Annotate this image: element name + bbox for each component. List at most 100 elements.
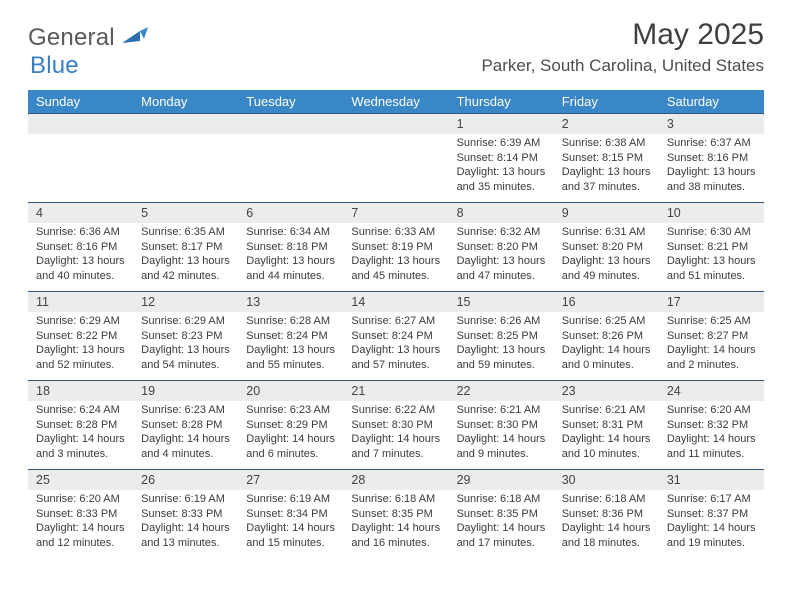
day-number-cell: 25 [28, 470, 133, 491]
day-header: Saturday [659, 90, 764, 114]
day-details: Sunrise: 6:26 AMSunset: 8:25 PMDaylight:… [449, 312, 554, 380]
day-details: Sunrise: 6:25 AMSunset: 8:26 PMDaylight:… [554, 312, 659, 380]
sunset-text: Sunset: 8:19 PM [351, 240, 440, 255]
daylight-text: Daylight: 13 hours [667, 165, 756, 180]
day-number: 4 [28, 203, 133, 223]
day-number-cell: 15 [449, 292, 554, 313]
day-detail-cell: Sunrise: 6:20 AMSunset: 8:33 PMDaylight:… [28, 490, 133, 558]
day-number-cell: 30 [554, 470, 659, 491]
sunrise-text: Sunrise: 6:33 AM [351, 225, 440, 240]
day-detail-cell: Sunrise: 6:34 AMSunset: 8:18 PMDaylight:… [238, 223, 343, 292]
day-details [133, 134, 238, 190]
day-detail-cell: Sunrise: 6:30 AMSunset: 8:21 PMDaylight:… [659, 223, 764, 292]
day-details: Sunrise: 6:31 AMSunset: 8:20 PMDaylight:… [554, 223, 659, 291]
day-number: 14 [343, 292, 448, 312]
sunset-text: Sunset: 8:29 PM [246, 418, 335, 433]
daylight-text: and 18 minutes. [562, 536, 651, 551]
day-header: Monday [133, 90, 238, 114]
day-number: 28 [343, 470, 448, 490]
day-number-cell: 9 [554, 203, 659, 224]
table-row: 25262728293031 [28, 470, 764, 491]
table-row: 11121314151617 [28, 292, 764, 313]
day-details: Sunrise: 6:34 AMSunset: 8:18 PMDaylight:… [238, 223, 343, 291]
day-details: Sunrise: 6:20 AMSunset: 8:32 PMDaylight:… [659, 401, 764, 469]
day-number-cell: 7 [343, 203, 448, 224]
daylight-text: Daylight: 13 hours [36, 343, 125, 358]
sunrise-text: Sunrise: 6:19 AM [246, 492, 335, 507]
day-number: 7 [343, 203, 448, 223]
calendar-header-row: SundayMondayTuesdayWednesdayThursdayFrid… [28, 90, 764, 114]
day-number: 13 [238, 292, 343, 312]
daylight-text: and 55 minutes. [246, 358, 335, 373]
day-number-cell: 28 [343, 470, 448, 491]
table-row: Sunrise: 6:24 AMSunset: 8:28 PMDaylight:… [28, 401, 764, 470]
sunset-text: Sunset: 8:25 PM [457, 329, 546, 344]
day-details: Sunrise: 6:29 AMSunset: 8:22 PMDaylight:… [28, 312, 133, 380]
day-number: 27 [238, 470, 343, 490]
day-details: Sunrise: 6:29 AMSunset: 8:23 PMDaylight:… [133, 312, 238, 380]
daylight-text: Daylight: 14 hours [141, 432, 230, 447]
daylight-text: Daylight: 13 hours [457, 343, 546, 358]
day-number: 17 [659, 292, 764, 312]
day-detail-cell: Sunrise: 6:27 AMSunset: 8:24 PMDaylight:… [343, 312, 448, 381]
day-number-cell: 23 [554, 381, 659, 402]
day-detail-cell: Sunrise: 6:37 AMSunset: 8:16 PMDaylight:… [659, 134, 764, 203]
sunrise-text: Sunrise: 6:22 AM [351, 403, 440, 418]
table-row: 45678910 [28, 203, 764, 224]
day-details: Sunrise: 6:32 AMSunset: 8:20 PMDaylight:… [449, 223, 554, 291]
day-number: 5 [133, 203, 238, 223]
page-title: May 2025 [481, 18, 764, 52]
day-number-cell: 12 [133, 292, 238, 313]
day-number-cell [238, 114, 343, 135]
page-header: General Blue May 2025 Parker, South Caro… [28, 18, 764, 80]
daylight-text: and 37 minutes. [562, 180, 651, 195]
sunrise-text: Sunrise: 6:24 AM [36, 403, 125, 418]
brand-name: General Blue [28, 24, 148, 80]
day-number-cell: 10 [659, 203, 764, 224]
day-number: 25 [28, 470, 133, 490]
daylight-text: and 54 minutes. [141, 358, 230, 373]
sunset-text: Sunset: 8:14 PM [457, 151, 546, 166]
sunrise-text: Sunrise: 6:31 AM [562, 225, 651, 240]
sunset-text: Sunset: 8:28 PM [141, 418, 230, 433]
day-detail-cell: Sunrise: 6:31 AMSunset: 8:20 PMDaylight:… [554, 223, 659, 292]
daylight-text: and 6 minutes. [246, 447, 335, 462]
daylight-text: Daylight: 14 hours [36, 521, 125, 536]
day-details: Sunrise: 6:23 AMSunset: 8:28 PMDaylight:… [133, 401, 238, 469]
day-details: Sunrise: 6:19 AMSunset: 8:34 PMDaylight:… [238, 490, 343, 558]
sunrise-text: Sunrise: 6:36 AM [36, 225, 125, 240]
sunset-text: Sunset: 8:30 PM [457, 418, 546, 433]
sunrise-text: Sunrise: 6:28 AM [246, 314, 335, 329]
day-details: Sunrise: 6:39 AMSunset: 8:14 PMDaylight:… [449, 134, 554, 202]
sunset-text: Sunset: 8:18 PM [246, 240, 335, 255]
sunrise-text: Sunrise: 6:18 AM [351, 492, 440, 507]
daylight-text: Daylight: 14 hours [457, 521, 546, 536]
daylight-text: Daylight: 13 hours [141, 343, 230, 358]
day-detail-cell: Sunrise: 6:18 AMSunset: 8:35 PMDaylight:… [449, 490, 554, 558]
daylight-text: and 7 minutes. [351, 447, 440, 462]
day-detail-cell: Sunrise: 6:25 AMSunset: 8:27 PMDaylight:… [659, 312, 764, 381]
day-details: Sunrise: 6:25 AMSunset: 8:27 PMDaylight:… [659, 312, 764, 380]
day-detail-cell: Sunrise: 6:36 AMSunset: 8:16 PMDaylight:… [28, 223, 133, 292]
daylight-text: Daylight: 13 hours [562, 165, 651, 180]
day-details: Sunrise: 6:27 AMSunset: 8:24 PMDaylight:… [343, 312, 448, 380]
day-details: Sunrise: 6:38 AMSunset: 8:15 PMDaylight:… [554, 134, 659, 202]
daylight-text: Daylight: 14 hours [457, 432, 546, 447]
daylight-text: and 40 minutes. [36, 269, 125, 284]
sunrise-text: Sunrise: 6:38 AM [562, 136, 651, 151]
day-details [343, 134, 448, 190]
daylight-text: Daylight: 13 hours [36, 254, 125, 269]
sunset-text: Sunset: 8:37 PM [667, 507, 756, 522]
sunrise-text: Sunrise: 6:34 AM [246, 225, 335, 240]
sunrise-text: Sunrise: 6:19 AM [141, 492, 230, 507]
sunrise-text: Sunrise: 6:23 AM [141, 403, 230, 418]
day-number-cell: 11 [28, 292, 133, 313]
brand-name-part1: General [28, 24, 115, 51]
day-details: Sunrise: 6:28 AMSunset: 8:24 PMDaylight:… [238, 312, 343, 380]
day-number-cell: 27 [238, 470, 343, 491]
day-number-cell: 19 [133, 381, 238, 402]
day-detail-cell: Sunrise: 6:35 AMSunset: 8:17 PMDaylight:… [133, 223, 238, 292]
day-details: Sunrise: 6:35 AMSunset: 8:17 PMDaylight:… [133, 223, 238, 291]
day-number: 16 [554, 292, 659, 312]
day-details: Sunrise: 6:18 AMSunset: 8:35 PMDaylight:… [343, 490, 448, 558]
